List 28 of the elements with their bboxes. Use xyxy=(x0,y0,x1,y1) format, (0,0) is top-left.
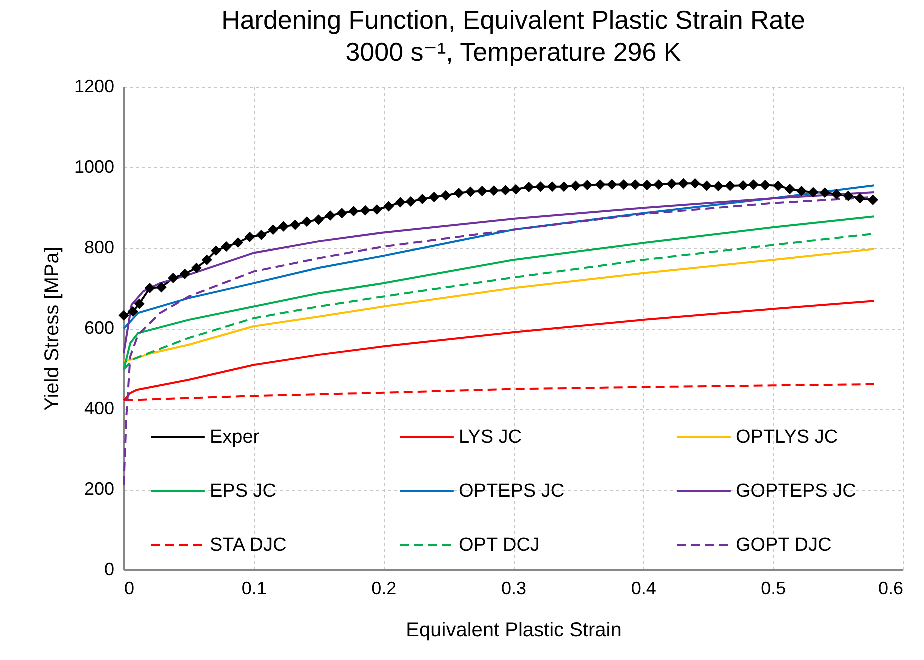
y-axis-title: Yield Stress [MPa] xyxy=(41,247,64,411)
legend-label: GOPTEPS JC xyxy=(736,481,856,502)
x-tick-label: 0.6 xyxy=(878,578,904,598)
y-tick-label: 1200 xyxy=(74,76,114,96)
y-tick-label: 600 xyxy=(84,318,114,338)
y-tick-label: 400 xyxy=(84,398,114,418)
legend-label: STA DJC xyxy=(210,535,287,556)
legend-label: Exper xyxy=(210,427,260,448)
legend-label: EPS JC xyxy=(210,481,277,502)
legend-label: OPT DCJ xyxy=(459,535,540,556)
y-tick-label: 200 xyxy=(84,479,114,499)
line-series xyxy=(123,191,876,354)
legend-label: OPTEPS JC xyxy=(459,481,565,502)
x-tick-label: 0.2 xyxy=(372,578,397,598)
legend-label: LYS JC xyxy=(459,427,522,448)
y-tick-label: 0 xyxy=(104,560,114,580)
y-tick-label: 1000 xyxy=(74,157,114,177)
y-tick-label: 800 xyxy=(84,238,114,258)
chart-title: Hardening Function, Equivalent Plastic Strain Rate 3000 s⁻¹, Temperature 296 K xyxy=(222,5,806,67)
line-series xyxy=(123,248,876,362)
x-tick-label: 0.1 xyxy=(242,578,267,598)
x-tick-label: 0.3 xyxy=(501,578,527,598)
x-tick-label: 0 xyxy=(124,578,135,598)
x-axis-title: Equivalent Plastic Strain xyxy=(406,620,622,642)
legend-label: GOPT DJC xyxy=(736,535,832,556)
legend-label: OPTLYS JC xyxy=(736,427,838,448)
x-tick-label: 0.4 xyxy=(631,578,656,598)
x-tick-label: 0.5 xyxy=(761,578,786,598)
